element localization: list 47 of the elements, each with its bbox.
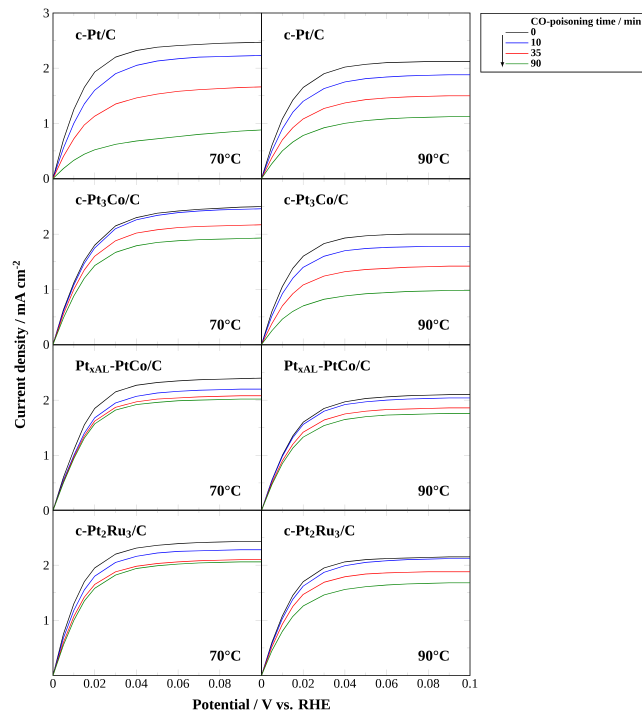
x-tick-label: 0.02 [292,679,314,688]
y-tick-label: 2 [44,230,49,238]
text: c-Pt$_{2}$Ru$_{3}$/C [284,525,354,538]
x-tick-label: 0.08 [208,679,231,688]
x-tick-label: 0.06 [376,679,398,688]
text: Pt$_{xAL}$-PtCo/C [284,360,370,373]
x-axis-title: Potential / V vs. RHE [192,698,330,710]
text: c-Pt/C [76,29,115,40]
legend-label: 35 [531,49,541,56]
text: c-Pt$_{3}$Co/C [76,194,140,207]
text: c-Pt$_{2}$Ru$_{3}$/C [76,525,146,538]
x-tick-label: 0.1 [462,679,478,688]
legend-label: 0 [531,28,536,36]
x-tick-label: 0 [50,679,56,688]
legend-title: CO-poisoning time / min [531,17,642,27]
text: c-Pt$_{3}$Co/C [284,194,348,207]
x-tick-label: 0.02 [84,679,106,688]
y-tick-label: 2 [44,396,49,404]
x-tick-label: 0.04 [126,679,148,688]
annotation: 90°C [418,154,449,164]
legend-label: 10 [532,38,541,46]
y-tick-label: 1 [44,285,49,294]
text: c-Pt/C [284,29,324,40]
x-tick-label: 0.06 [167,679,190,688]
line-series [53,86,262,178]
annotation: 90°C [418,320,449,330]
y-tick-label: 1 [44,616,49,625]
annotation: 70°C [210,486,240,496]
y-tick-label: 2 [44,64,49,72]
annotation: 70°C [210,320,240,330]
y-tick-label: 0 [43,506,49,515]
x-tick-label: 0 [258,679,264,688]
annotation: 70°C [210,154,240,164]
y-tick-label: 0 [43,174,49,183]
annotation: 90°C [418,486,449,496]
annotation: 70°C [210,650,240,661]
x-tick-label: 0.04 [334,679,356,688]
y-axis-title: Current density / mA cm$^{-2}$ [12,260,28,428]
legend-label: 90 [530,60,541,67]
y-tick-label: 1 [44,119,49,128]
x-tick-label: 0.08 [417,679,440,688]
text: Pt$_{xAL}$-PtCo/C [76,360,162,373]
y-tick-label: 2 [44,560,49,570]
y-tick-label: 1 [44,451,49,460]
y-tick-label: 3 [44,8,49,18]
annotation: 90°C [418,650,449,661]
y-tick-label: 0 [43,340,49,349]
